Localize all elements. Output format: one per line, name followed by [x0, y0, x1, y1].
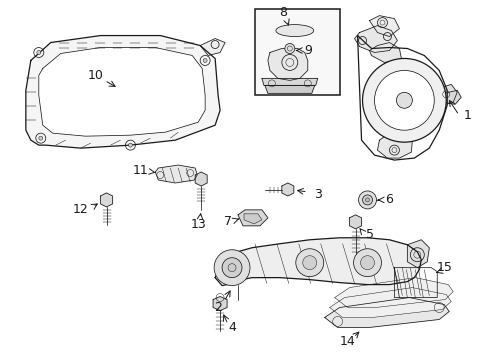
- Polygon shape: [215, 238, 421, 285]
- Circle shape: [302, 256, 316, 270]
- Polygon shape: [101, 193, 112, 207]
- Text: 15: 15: [435, 261, 451, 274]
- Text: 11: 11: [132, 163, 148, 176]
- Polygon shape: [262, 78, 317, 85]
- Circle shape: [396, 92, 411, 108]
- Text: 5: 5: [365, 228, 373, 241]
- Polygon shape: [354, 26, 397, 53]
- Circle shape: [39, 136, 42, 140]
- Circle shape: [37, 50, 41, 54]
- Text: 3: 3: [313, 188, 321, 202]
- Polygon shape: [244, 214, 262, 224]
- Circle shape: [285, 44, 294, 54]
- Text: 7: 7: [224, 215, 232, 228]
- Polygon shape: [369, 15, 399, 37]
- Polygon shape: [349, 215, 361, 229]
- Circle shape: [358, 191, 376, 209]
- Polygon shape: [377, 133, 411, 158]
- Text: 12: 12: [73, 203, 88, 216]
- Polygon shape: [195, 172, 207, 186]
- Polygon shape: [213, 297, 226, 310]
- Bar: [254, 9, 339, 95]
- Polygon shape: [442, 90, 460, 104]
- Circle shape: [362, 58, 446, 142]
- Text: 6: 6: [385, 193, 392, 206]
- Text: 9: 9: [303, 44, 311, 57]
- Circle shape: [128, 143, 132, 147]
- Polygon shape: [155, 165, 197, 183]
- Polygon shape: [200, 39, 224, 55]
- Circle shape: [214, 250, 249, 285]
- Circle shape: [295, 249, 323, 276]
- Circle shape: [222, 258, 242, 278]
- Ellipse shape: [275, 24, 313, 37]
- Polygon shape: [369, 42, 401, 62]
- Circle shape: [203, 58, 207, 62]
- Polygon shape: [238, 210, 267, 226]
- Polygon shape: [264, 85, 314, 93]
- Circle shape: [365, 198, 369, 202]
- Text: 2: 2: [214, 301, 222, 314]
- Polygon shape: [435, 84, 456, 105]
- Polygon shape: [324, 298, 448, 328]
- Text: 4: 4: [227, 321, 236, 334]
- Circle shape: [227, 264, 236, 272]
- Text: 13: 13: [190, 218, 205, 231]
- Polygon shape: [39, 48, 205, 136]
- Polygon shape: [334, 278, 452, 307]
- Polygon shape: [329, 288, 450, 318]
- Text: 14: 14: [339, 335, 355, 348]
- Polygon shape: [281, 183, 293, 196]
- Polygon shape: [26, 36, 220, 148]
- Circle shape: [360, 256, 374, 270]
- Polygon shape: [407, 240, 428, 268]
- Text: 8: 8: [278, 6, 286, 19]
- Polygon shape: [267, 49, 307, 80]
- Text: 10: 10: [87, 69, 103, 82]
- Circle shape: [362, 195, 372, 205]
- Circle shape: [353, 249, 381, 276]
- Circle shape: [374, 71, 433, 130]
- Text: 1: 1: [462, 109, 470, 122]
